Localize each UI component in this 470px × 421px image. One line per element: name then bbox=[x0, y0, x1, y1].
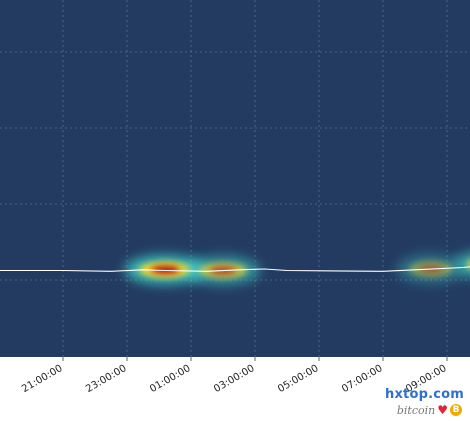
watermark-bitcoin-text: bitcoin bbox=[396, 403, 436, 417]
heat-cluster bbox=[454, 252, 470, 277]
x-tick-label: 21:00:00 bbox=[20, 363, 64, 395]
x-tick-label: 01:00:00 bbox=[148, 363, 192, 395]
watermark-site: hxtop.com bbox=[384, 387, 464, 402]
heat-cluster bbox=[151, 265, 180, 274]
heart-icon: ♥ bbox=[437, 403, 448, 417]
x-tick-label: 07:00:00 bbox=[340, 363, 384, 395]
x-tick-label: 23:00:00 bbox=[84, 363, 128, 395]
x-tick-label: 05:00:00 bbox=[276, 363, 320, 395]
price-line bbox=[0, 266, 470, 272]
bitcoin-icon: B bbox=[450, 404, 462, 416]
watermark-tag: bitcoin ♥ B bbox=[397, 403, 462, 417]
plot-background bbox=[0, 0, 470, 357]
x-tick-label: 03:00:00 bbox=[212, 363, 256, 395]
